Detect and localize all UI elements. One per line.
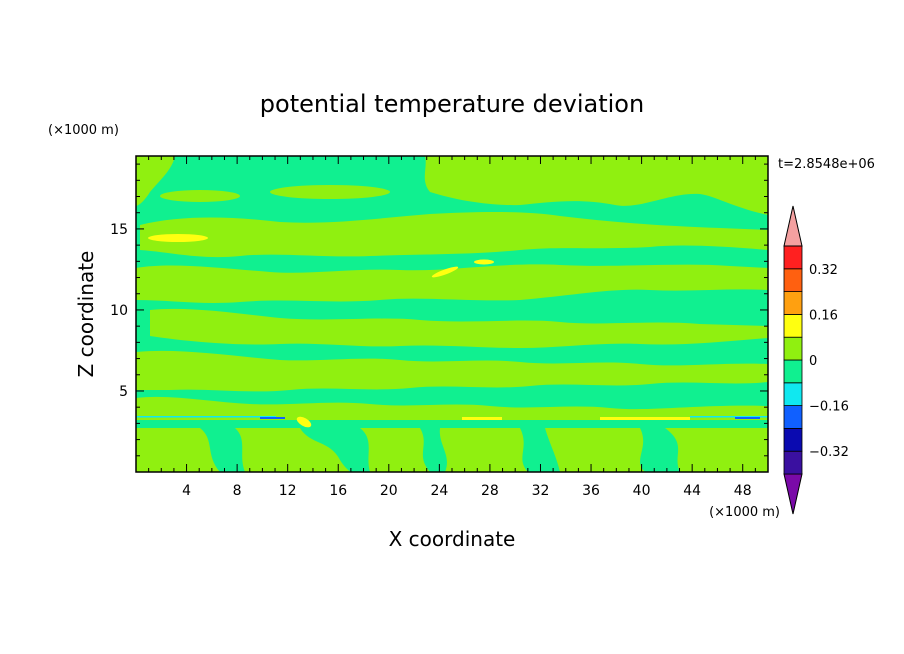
x-tick-label: 40 [633, 483, 651, 499]
lower-band-1 [136, 350, 768, 392]
x-tick-label: 44 [683, 483, 701, 499]
bottom-region-right-3 [665, 428, 768, 472]
x-tick-label: 24 [430, 483, 448, 499]
warm-band [148, 234, 208, 242]
chart-title: potential temperature deviation [260, 90, 644, 118]
colorbar-segment [783, 405, 803, 429]
warm-spot [296, 416, 312, 428]
blob-2 [270, 185, 390, 199]
x-tick-label: 36 [582, 483, 600, 499]
colorbar-segment [783, 427, 803, 452]
cold-streak-2 [735, 417, 760, 419]
x-axis-label: X coordinate [389, 527, 516, 551]
blob-3 [425, 284, 515, 296]
warm-streak-2 [474, 259, 494, 265]
y-axis-ticks: 5 10 15 [110, 163, 768, 457]
bottom-region-right-2 [545, 428, 645, 472]
y-tick-label: 15 [110, 222, 128, 238]
colorbar-segment [783, 313, 803, 338]
top-left-region [136, 156, 175, 206]
x-tick-label: 48 [734, 483, 752, 499]
colorbar-tick-label: 0.16 [809, 308, 838, 323]
x-tick-label: 4 [182, 483, 191, 499]
x-tick-label: 12 [279, 483, 297, 499]
colorbar-upper-extension [783, 205, 803, 247]
colorbar-tick-label: 0 [809, 354, 817, 369]
colorbar: 0.32 0.16 0 −0.16 −0.32 [783, 205, 849, 515]
upper-band [140, 212, 768, 258]
colorbar-segment [783, 359, 803, 384]
colorbar-tick-label: −0.16 [809, 400, 849, 415]
y-axis-label: Z coordinate [74, 251, 98, 378]
lower-band-2 [136, 396, 768, 420]
x-tick-label: 8 [233, 483, 242, 499]
colorbar-segment [783, 291, 803, 315]
colorbar-segment [783, 450, 803, 475]
time-label: t=2.8548e+06 [778, 157, 875, 172]
contour-field [136, 156, 768, 472]
y-axis-unit: (×1000 m) [48, 123, 119, 138]
colorbar-segment [783, 382, 803, 406]
colorbar-tick-label: 0.32 [809, 263, 838, 278]
x-tick-label: 16 [329, 483, 347, 499]
colorbar-segment [783, 268, 803, 292]
colorbar-tick-label: −0.32 [809, 445, 849, 460]
y-tick-label: 5 [119, 384, 128, 400]
warm-streak [431, 266, 459, 278]
colorbar-segment [783, 245, 803, 270]
positive-regions [136, 156, 768, 472]
mid-band-1 [136, 264, 768, 303]
warm-line-2 [600, 417, 690, 420]
warm-line [462, 417, 502, 420]
mid-band-2 [150, 308, 768, 348]
colorbar-lower-extension [783, 473, 803, 515]
x-tick-label: 20 [380, 483, 398, 499]
x-tick-label: 32 [532, 483, 550, 499]
cold-line-right [690, 416, 768, 418]
x-tick-label: 28 [481, 483, 499, 499]
x-axis-unit: (×1000 m) [709, 505, 780, 520]
cold-features [136, 416, 768, 419]
top-right-region [424, 156, 768, 215]
bottom-region-right-1 [439, 428, 528, 472]
bottom-region-mid [235, 428, 352, 472]
blob-1 [160, 190, 240, 202]
x-axis-ticks: 4 8 12 16 20 24 28 32 36 40 44 48 [148, 156, 756, 499]
bottom-region-center [360, 428, 430, 472]
bottom-region-left [136, 428, 220, 472]
y-tick-label: 10 [110, 303, 128, 319]
warm-features [148, 234, 690, 428]
cold-streak-1 [260, 417, 285, 419]
colorbar-segment [783, 336, 803, 361]
cold-line-left [136, 416, 276, 418]
